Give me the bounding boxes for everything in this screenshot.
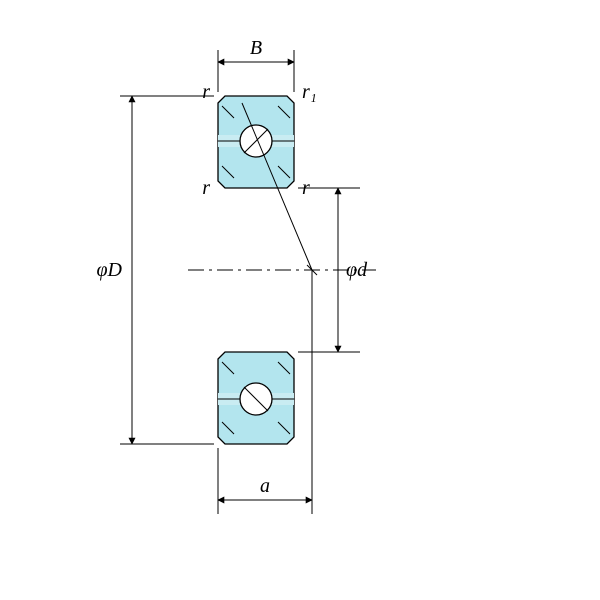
svg-text:r: r: [202, 177, 210, 199]
svg-text:a: a: [260, 475, 270, 497]
svg-text:r: r: [202, 81, 210, 103]
svg-text:φd: φd: [346, 259, 368, 281]
svg-text:r: r: [302, 177, 310, 199]
svg-text:φD: φD: [96, 259, 122, 281]
svg-text:B: B: [250, 37, 262, 59]
bearing-cross-section-diagram: BφD φd a r r₁ r r: [0, 0, 600, 600]
svg-text:r₁: r₁: [302, 81, 317, 103]
